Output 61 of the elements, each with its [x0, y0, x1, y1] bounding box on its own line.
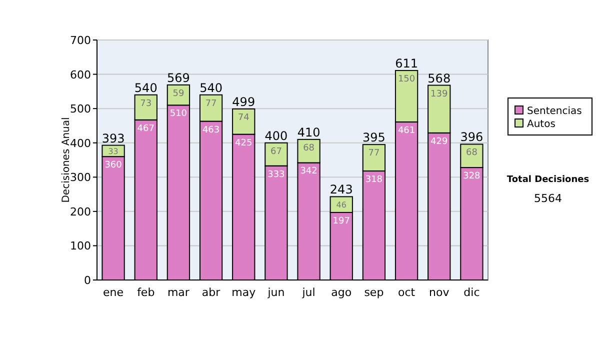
- data-label: 67: [270, 146, 282, 157]
- y-tick-label: 0: [84, 274, 91, 287]
- data-label: 360: [104, 160, 122, 171]
- total-label: 568: [428, 71, 451, 86]
- x-tick-label: jul: [301, 286, 316, 299]
- data-label: 73: [140, 98, 152, 109]
- data-label: 467: [137, 124, 154, 134]
- total-label: 410: [297, 125, 320, 140]
- x-tick-label: jun: [266, 286, 285, 299]
- legend-label: Autos: [527, 119, 556, 130]
- data-label: 197: [332, 216, 350, 226]
- total-label: 499: [232, 94, 256, 109]
- data-label: 510: [170, 109, 188, 120]
- y-axis-title: Decisiones Anual: [61, 117, 72, 203]
- x-tick-label: mar: [167, 286, 190, 299]
- data-label: 342: [300, 166, 318, 177]
- y-tick-label: 600: [70, 68, 91, 82]
- y-tick-label: 700: [70, 34, 91, 47]
- data-label: 429: [430, 136, 448, 147]
- data-label: 150: [398, 74, 416, 85]
- y-tick-label: 400: [70, 136, 91, 150]
- x-tick-label: abr: [202, 286, 221, 299]
- total-label: 611: [395, 56, 418, 71]
- data-label: 463: [202, 125, 220, 136]
- data-label: 461: [398, 126, 416, 136]
- y-tick-label: 100: [70, 240, 91, 253]
- total-label: 243: [330, 182, 353, 197]
- x-tick-label: may: [232, 286, 256, 299]
- text: 5564: [534, 192, 562, 205]
- total-label: 400: [264, 128, 288, 143]
- data-label: 68: [466, 148, 478, 158]
- data-label: 33: [108, 146, 118, 156]
- total-label: 569: [167, 70, 190, 85]
- x-tick-label: dic: [464, 286, 480, 299]
- total-label: 395: [362, 130, 386, 145]
- y-tick-label: 300: [70, 171, 91, 184]
- x-tick-label: feb: [137, 286, 155, 299]
- y-tick-label: 200: [70, 205, 91, 218]
- data-label: 46: [336, 200, 346, 210]
- y-tick-label: 500: [70, 102, 91, 116]
- text: Total Decisiones: [506, 175, 590, 185]
- x-tick-label: oct: [398, 286, 416, 299]
- data-label: 77: [205, 98, 217, 109]
- x-tick-label: sep: [364, 286, 384, 299]
- total-label: 540: [134, 80, 158, 95]
- x-tick-label: nov: [429, 286, 450, 299]
- x-tick-label: ago: [331, 286, 352, 299]
- total-label: 393: [102, 131, 125, 146]
- total-label: 540: [200, 80, 222, 95]
- data-label: 328: [463, 172, 481, 182]
- data-label: 425: [235, 138, 252, 148]
- legend-label: Sentencias: [527, 106, 582, 117]
- data-label: 59: [172, 88, 184, 99]
- data-label: 74: [238, 112, 250, 123]
- total-label: 396: [460, 130, 484, 144]
- data-label: 77: [368, 148, 380, 159]
- data-label: 139: [430, 89, 448, 100]
- data-label: 333: [268, 170, 285, 180]
- x-tick-label: ene: [103, 286, 124, 299]
- data-label: 318: [365, 174, 383, 185]
- data-label: 68: [303, 143, 315, 154]
